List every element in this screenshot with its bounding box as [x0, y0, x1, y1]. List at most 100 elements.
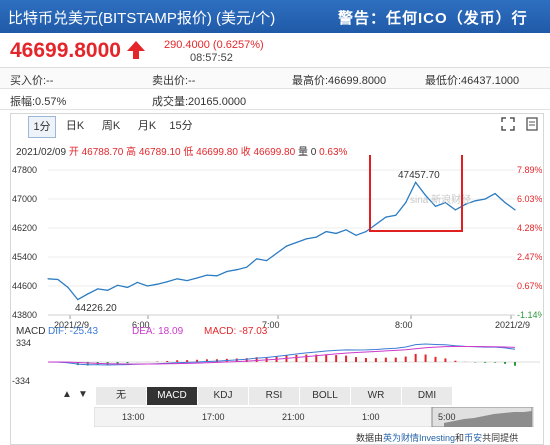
tab-1min[interactable]: 1分 — [28, 116, 56, 138]
price-point — [355, 234, 357, 236]
tab-kdj[interactable]: KDJ — [198, 387, 249, 405]
price-point — [57, 278, 59, 281]
ohlc-info: 2021/02/09 开 46788.70 高 46789.10 低 46699… — [16, 143, 347, 158]
dif-line — [47, 343, 516, 366]
info-high: 高 46789.10 — [126, 147, 181, 158]
timeline-scrubber[interactable]: 13:00 17:00 21:00 1:00 5:00 — [94, 407, 534, 427]
watermark: sina 新浪财经 — [410, 193, 471, 206]
title-bar: 比特币兑美元(BITSTAMP报价) (美元/个) 警告：任何ICO（发币）行 — [0, 0, 550, 33]
price-point — [186, 280, 188, 282]
price-point — [405, 202, 407, 204]
price-point — [136, 281, 138, 283]
timeline-sparkline — [444, 411, 532, 427]
price-point — [87, 293, 89, 295]
footer-prefix: 数据由 — [356, 433, 384, 443]
timeline-tick-label: 13:00 — [122, 412, 145, 422]
macd-dea: DEA: 18.09 — [132, 326, 184, 337]
tab-boll[interactable]: BOLL — [300, 387, 351, 405]
price-point — [117, 284, 119, 286]
pct-tick-label: 6.03% — [517, 194, 542, 204]
info-volume: 量 0 — [297, 147, 317, 158]
next-arrow-icon[interactable]: ▼ — [78, 389, 88, 400]
provider-binance-link[interactable]: 币安 — [464, 433, 483, 443]
low-price: 最低价:46437.1000 — [425, 75, 520, 87]
tab-dmi[interactable]: DMI — [402, 387, 453, 405]
x-tick-label: 2021/2/9 — [54, 320, 89, 330]
settings-icon[interactable] — [525, 117, 539, 131]
tab-none[interactable]: 无 — [96, 387, 147, 405]
price-point — [196, 277, 198, 279]
footer-mid: 和 — [455, 433, 465, 443]
footer-suffix: 共同提供 — [482, 433, 519, 443]
tab-wr[interactable]: WR — [351, 387, 402, 405]
current-price: 46699.8000 — [10, 39, 121, 62]
y-tick-label: 47000 — [12, 194, 37, 204]
price-point — [484, 198, 486, 200]
tab-daily-k[interactable]: 日K — [65, 120, 85, 132]
prev-arrow-icon[interactable]: ▲ — [62, 389, 72, 400]
amplitude: 振幅:0.57% — [10, 96, 67, 108]
macd-top-tick: 334 — [16, 338, 31, 348]
y-tick-label: 47800 — [12, 165, 37, 175]
y-tick-label: 46200 — [12, 223, 37, 233]
x-tick-label: 2021/2/9 — [495, 320, 530, 330]
tab-monthly-k[interactable]: 月K — [137, 120, 157, 132]
price-point — [305, 238, 307, 240]
ask-price: 卖出价:-- — [152, 75, 196, 87]
price-line — [47, 181, 516, 301]
tab-weekly-k[interactable]: 周K — [101, 120, 121, 132]
price-chart[interactable]: 47800 47000 46200 45400 44600 43800 7.89% 6.03… — [10, 155, 542, 385]
price-point — [385, 216, 387, 218]
timeline-tick-label: 17:00 — [202, 412, 225, 422]
macd-value: MACD: -87.03 — [204, 326, 268, 337]
dea-line — [48, 346, 516, 365]
macd-label: MACD — [16, 326, 45, 337]
bid-price: 买入价:-- — [10, 75, 54, 87]
pct-tick-label: 0.67% — [517, 281, 542, 291]
x-tick-label: 7:00 — [262, 320, 280, 330]
price-point — [504, 202, 506, 204]
price-point — [474, 200, 476, 202]
macd-dif: DIF: -25.43 — [48, 326, 98, 337]
max-price-label: 47457.70 — [398, 170, 440, 181]
price-point — [454, 209, 456, 211]
tab-rsi[interactable]: RSI — [249, 387, 300, 405]
price-point — [395, 214, 397, 216]
price-point — [345, 229, 347, 231]
price-point — [236, 269, 238, 271]
tab-macd[interactable]: MACD — [147, 387, 198, 405]
macd-chart[interactable]: MACD DIF: -25.43 DEA: 18.09 MACD: -87.03… — [10, 324, 542, 386]
price-point — [275, 252, 278, 254]
quote-time: 08:57:52 — [190, 52, 233, 64]
timeline-tick-label: 1:00 — [362, 412, 380, 422]
x-tick-label: 8:00 — [395, 320, 413, 330]
timeline-window[interactable] — [431, 407, 533, 427]
min-price-label: 44226.20 — [75, 303, 117, 314]
price-point — [176, 278, 178, 280]
page-title: 比特币兑美元(BITSTAMP报价) (美元/个) — [8, 10, 276, 27]
price-point — [206, 274, 208, 276]
stats-row: 振幅:0.57% 成交量:20165.0000 — [0, 89, 550, 110]
price-point — [67, 286, 69, 288]
price-point — [514, 209, 516, 211]
price-point — [47, 278, 49, 280]
y-tick-label: 44600 — [12, 281, 37, 291]
info-close: 收 46699.80 — [240, 147, 296, 158]
price-point — [166, 281, 168, 283]
timeline-tick-label: 5:00 — [438, 412, 456, 422]
fullscreen-icon[interactable] — [501, 117, 515, 131]
tab-15min[interactable]: 15分 — [169, 120, 193, 132]
timeline-tick-label: 21:00 — [282, 412, 305, 422]
price-point — [226, 270, 228, 273]
info-open: 开 46788.70 — [68, 147, 124, 158]
x-tick-label: 6:00 — [132, 320, 150, 330]
provider-investing-link[interactable]: 英为财情Investing — [383, 433, 456, 443]
price-point — [375, 223, 377, 225]
price-point — [146, 285, 148, 287]
pct-tick-label: -1.14% — [517, 310, 542, 320]
price-point — [246, 266, 248, 268]
price-point — [325, 231, 327, 233]
timeline-track — [94, 407, 534, 427]
price-point — [77, 299, 79, 301]
stats-row: 买入价:-- 卖出价:-- 最高价:46699.8000 最低价:46437.1… — [0, 68, 550, 89]
